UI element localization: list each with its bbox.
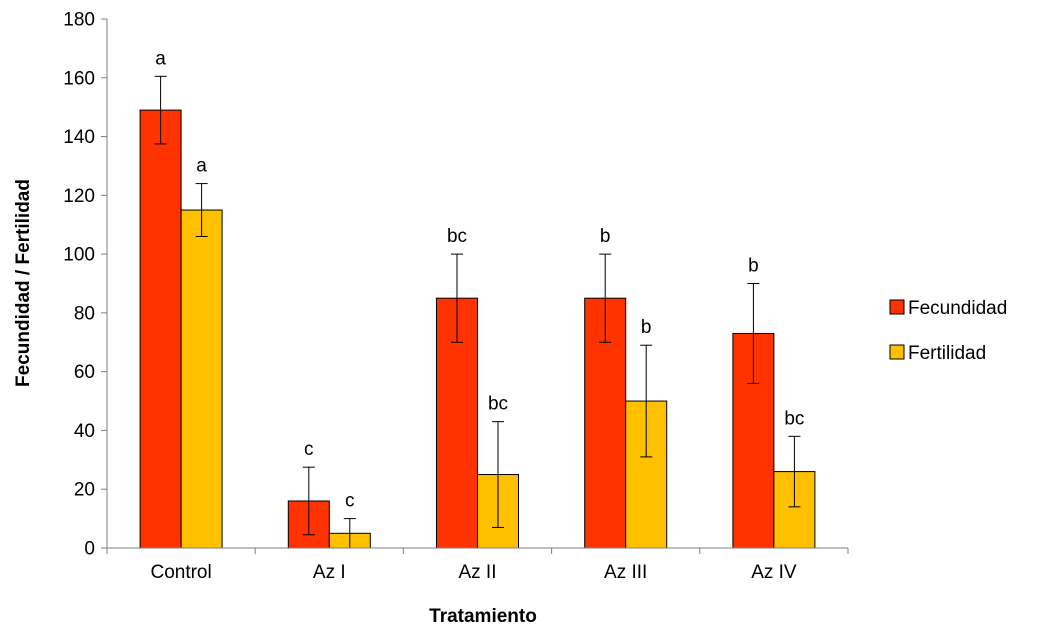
bars-layer: [139, 75, 816, 549]
significance-letter-fecundidad-1: c: [304, 439, 314, 460]
y-tick-label-180: 180: [63, 10, 95, 31]
y-tick-label-140: 140: [63, 127, 95, 148]
labels-layer: 0 20 40 60 80 100 120 140 160 180 Control Az I Az II…: [63, 10, 804, 584]
significance-letter-fecundidad-0: a: [155, 48, 166, 69]
y-tick-label-80: 80: [74, 303, 95, 324]
y-tick-label-160: 160: [63, 68, 95, 89]
y-tick-label-40: 40: [74, 421, 95, 442]
bar-fecundidad-0: [139, 109, 182, 549]
y-tick-label-120: 120: [63, 186, 95, 207]
significance-letter-fertilidad-3: b: [641, 317, 652, 338]
y-tick-label-0: 0: [84, 539, 95, 560]
significance-letter-fecundidad-3: b: [600, 226, 611, 247]
y-axis-title: Fecundidad / Fertilidad: [13, 179, 34, 387]
significance-letter-fecundidad-4: b: [748, 256, 759, 277]
legend-label-fertilidad: Fertilidad: [908, 343, 986, 364]
bar-fertilidad-0: [180, 209, 223, 549]
x-axis-title: Tratamiento: [429, 606, 537, 627]
significance-letter-fertilidad-4: bc: [784, 408, 804, 429]
y-tick-label-100: 100: [63, 245, 95, 266]
x-tick-label-0: Control: [150, 562, 211, 583]
x-tick-label-1: Az I: [313, 562, 346, 583]
legend-label-fecundidad: Fecundidad: [908, 298, 1007, 319]
legend: Fecundidad Fertilidad: [889, 298, 1007, 364]
x-tick-label-4: Az IV: [751, 562, 797, 583]
significance-letter-fecundidad-2: bc: [447, 226, 467, 247]
y-tick-label-60: 60: [74, 362, 95, 383]
significance-letter-fertilidad-0: a: [196, 156, 207, 177]
x-tick-label-2: Az II: [458, 562, 496, 583]
significance-letter-fertilidad-2: bc: [488, 394, 508, 415]
significance-letter-fertilidad-1: c: [345, 491, 355, 512]
legend-swatch-fecundidad: [889, 299, 905, 315]
y-tick-label-20: 20: [74, 480, 95, 501]
ticks-layer: [101, 18, 849, 554]
axes-layer: [106, 19, 848, 549]
legend-swatch-fertilidad: [889, 344, 905, 360]
x-tick-label-3: Az III: [604, 562, 647, 583]
